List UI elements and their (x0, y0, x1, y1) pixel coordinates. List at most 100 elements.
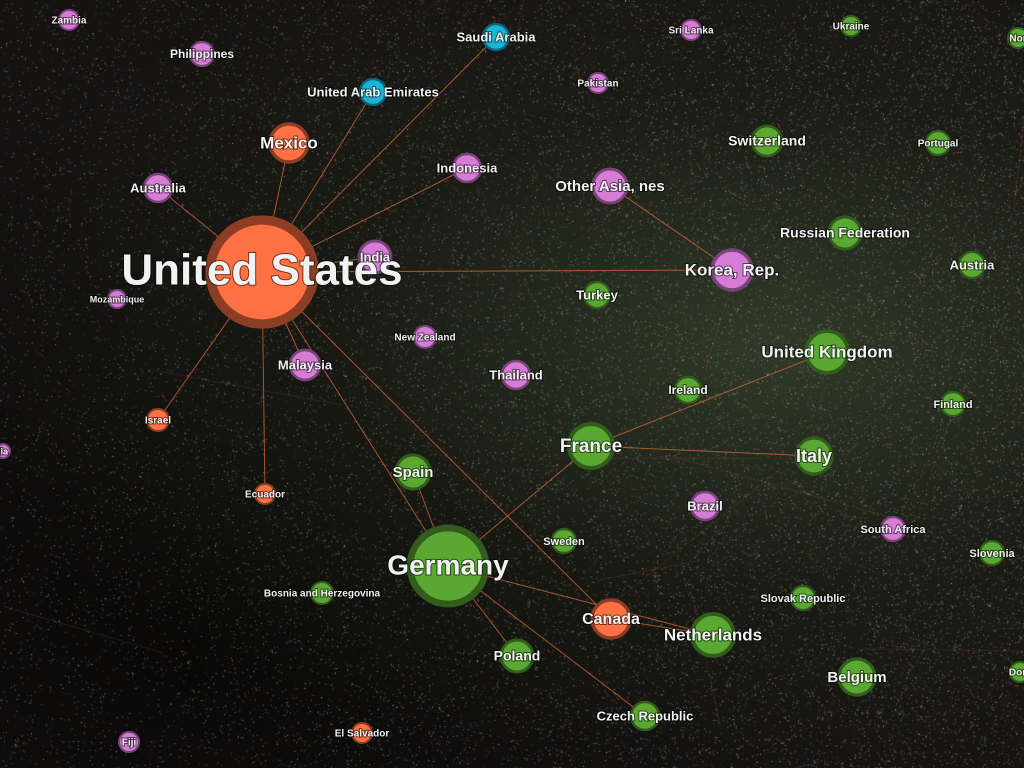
edge-korea-otherasia (609, 185, 733, 271)
node-label-slovakia: Slovak Republic (761, 593, 846, 605)
node-newzealand[interactable] (413, 325, 437, 349)
node-label-malaysia: Malaysia (278, 357, 333, 372)
node-label-philippines: Philippines (170, 47, 234, 61)
node-finland[interactable] (939, 390, 967, 418)
node-sweden[interactable] (550, 527, 578, 555)
edge-uk-france (590, 351, 828, 447)
node-label-uae: United Arab Emirates (307, 84, 439, 99)
node-italy[interactable] (794, 436, 834, 476)
node-label-germany: Germany (387, 549, 509, 580)
node-brazil[interactable] (689, 490, 721, 522)
node-india[interactable] (357, 239, 393, 275)
node-label-slovenia: Slovenia (969, 548, 1015, 560)
node-label-italy: Italy (796, 446, 832, 466)
node-label-portugal: Portugal (918, 139, 959, 150)
node-pakistan[interactable] (587, 72, 609, 94)
node-label-nor: Nor (1009, 34, 1024, 45)
node-label-spain: Spain (393, 464, 434, 481)
node-label-srilanka: Sri Lanka (668, 26, 713, 37)
node-otherasia[interactable] (591, 167, 629, 205)
node-indonesia[interactable] (451, 152, 483, 184)
node-label-poland: Poland (494, 648, 541, 664)
node-uae[interactable] (358, 77, 388, 107)
node-label-belgium: Belgium (827, 669, 886, 686)
edge-germany-netherlands (447, 565, 714, 636)
node-label-indonesia: Indonesia (437, 160, 498, 175)
node-label-switzerland: Switzerland (728, 133, 806, 149)
node-korea[interactable] (710, 248, 754, 292)
node-label-mozambique: Mozambique (90, 294, 145, 304)
node-fiji[interactable] (118, 731, 140, 753)
node-label-korea: Korea, Rep. (685, 260, 779, 279)
node-philippines[interactable] (188, 40, 216, 68)
node-label-lia: lia (0, 446, 9, 456)
node-label-saudi: Saudi Arabia (457, 29, 537, 44)
node-label-israel: Israel (145, 416, 171, 427)
node-label-fiji: Fiji (122, 738, 137, 749)
node-poland[interactable] (499, 638, 535, 674)
node-russia[interactable] (827, 215, 863, 251)
node-portugal[interactable] (924, 129, 952, 157)
node-switzerland[interactable] (750, 124, 784, 158)
node-zambia[interactable] (58, 9, 80, 31)
node-ukraine[interactable] (840, 15, 862, 37)
node-label-russia: Russian Federation (780, 225, 910, 241)
node-label-india: India (360, 249, 391, 264)
node-netherlands[interactable] (690, 612, 736, 658)
node-label-bosnia: Bosnia and Herzegovina (264, 589, 381, 600)
node-slovakia[interactable] (789, 584, 817, 612)
node-label-uk: United Kingdom (761, 342, 892, 361)
node-austria[interactable] (957, 250, 987, 280)
node-germany[interactable] (406, 524, 490, 608)
node-label-southafrica: South Africa (861, 524, 927, 536)
node-label-austria: Austria (950, 257, 996, 272)
node-elsalvador[interactable] (351, 722, 373, 744)
node-ireland[interactable] (673, 375, 703, 405)
node-canada[interactable] (590, 598, 632, 640)
node-czech[interactable] (629, 700, 661, 732)
node-mexico[interactable] (268, 122, 310, 164)
edge-us-korea (261, 269, 733, 273)
node-label-thailand: Thailand (489, 367, 543, 382)
node-label-turkey: Turkey (576, 287, 618, 302)
node-ecuador[interactable] (254, 483, 276, 505)
node-turkey[interactable] (582, 280, 612, 310)
node-label-sweden: Sweden (543, 536, 585, 548)
node-uk[interactable] (804, 329, 850, 375)
node-label-czech: Czech Republic (597, 708, 694, 723)
node-mozambique[interactable] (107, 289, 127, 309)
node-australia[interactable] (142, 172, 174, 204)
node-slovenia[interactable] (978, 539, 1006, 567)
node-spain[interactable] (394, 453, 432, 491)
node-lia[interactable] (0, 443, 11, 459)
node-label-france: France (560, 436, 622, 457)
node-label-mexico: Mexico (260, 133, 318, 152)
node-label-brazil: Brazil (687, 498, 722, 513)
node-france[interactable] (567, 422, 615, 470)
node-label-us: United States (121, 246, 402, 295)
node-label-newzealand: New Zealand (394, 333, 455, 344)
node-southafrica[interactable] (879, 515, 907, 543)
node-label-dom: Dom (1009, 668, 1024, 679)
node-label-netherlands: Netherlands (664, 625, 762, 644)
edge-us-germany (261, 271, 449, 567)
node-label-ireland: Ireland (668, 383, 707, 397)
node-israel[interactable] (146, 408, 170, 432)
edge-us-canada (261, 271, 612, 620)
node-label-zambia: Zambia (51, 16, 86, 27)
node-saudi[interactable] (481, 22, 511, 52)
node-malaysia[interactable] (288, 348, 322, 382)
node-srilanka[interactable] (680, 19, 702, 41)
node-label-australia: Australia (130, 180, 186, 195)
edge-france-italy (590, 445, 815, 457)
node-layer[interactable] (0, 9, 1024, 753)
node-thailand[interactable] (500, 359, 532, 391)
node-dom[interactable] (1009, 661, 1024, 683)
node-label-elsalvador: El Salvador (335, 729, 390, 740)
node-belgium[interactable] (837, 657, 877, 697)
node-us[interactable] (205, 215, 319, 329)
node-bosnia[interactable] (310, 581, 334, 605)
node-nor[interactable] (1007, 27, 1024, 49)
